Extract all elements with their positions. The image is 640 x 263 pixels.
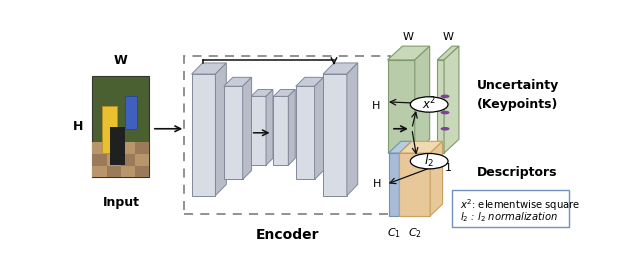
Polygon shape bbox=[224, 77, 252, 86]
FancyBboxPatch shape bbox=[452, 190, 568, 227]
Polygon shape bbox=[399, 153, 430, 216]
Polygon shape bbox=[296, 77, 324, 86]
Text: H: H bbox=[424, 102, 432, 112]
Polygon shape bbox=[273, 89, 295, 96]
Polygon shape bbox=[92, 165, 107, 177]
Polygon shape bbox=[107, 165, 121, 177]
Text: W: W bbox=[403, 32, 414, 42]
Text: $x^2$: elementwise square: $x^2$: elementwise square bbox=[460, 198, 581, 213]
Text: Input: Input bbox=[102, 196, 140, 209]
Text: H: H bbox=[73, 120, 83, 133]
Text: $l_2$ : $l_2$ normalization: $l_2$ : $l_2$ normalization bbox=[460, 210, 558, 224]
Text: (Keypoints): (Keypoints) bbox=[477, 98, 558, 111]
Text: 1: 1 bbox=[445, 163, 452, 173]
Polygon shape bbox=[399, 141, 412, 216]
Polygon shape bbox=[399, 141, 443, 153]
Polygon shape bbox=[135, 142, 150, 154]
Polygon shape bbox=[415, 46, 429, 153]
Polygon shape bbox=[347, 63, 358, 196]
Polygon shape bbox=[135, 165, 150, 177]
Polygon shape bbox=[430, 141, 443, 216]
Polygon shape bbox=[388, 141, 412, 153]
Polygon shape bbox=[92, 142, 107, 154]
Text: W: W bbox=[442, 32, 454, 42]
Polygon shape bbox=[251, 96, 266, 165]
Polygon shape bbox=[296, 86, 315, 179]
Text: H: H bbox=[372, 102, 380, 112]
Text: Encoder: Encoder bbox=[255, 228, 319, 242]
Text: $C_1$: $C_1$ bbox=[387, 226, 401, 240]
Polygon shape bbox=[444, 46, 459, 153]
Circle shape bbox=[440, 94, 449, 98]
Polygon shape bbox=[216, 63, 227, 196]
Text: $x^2$: $x^2$ bbox=[422, 96, 436, 113]
Polygon shape bbox=[243, 77, 252, 179]
Polygon shape bbox=[92, 154, 107, 165]
Polygon shape bbox=[191, 63, 227, 74]
Polygon shape bbox=[437, 46, 459, 60]
Polygon shape bbox=[251, 89, 273, 96]
Polygon shape bbox=[125, 96, 137, 129]
Polygon shape bbox=[110, 127, 125, 165]
Polygon shape bbox=[107, 154, 121, 165]
Polygon shape bbox=[273, 96, 289, 165]
Polygon shape bbox=[121, 154, 135, 165]
Polygon shape bbox=[323, 74, 347, 196]
Text: W: W bbox=[404, 127, 415, 137]
Polygon shape bbox=[102, 107, 117, 153]
Circle shape bbox=[410, 154, 448, 169]
Polygon shape bbox=[135, 154, 150, 165]
Polygon shape bbox=[289, 89, 295, 165]
Polygon shape bbox=[121, 165, 135, 177]
Circle shape bbox=[440, 111, 449, 114]
Text: Uncertainty: Uncertainty bbox=[477, 79, 559, 92]
Polygon shape bbox=[437, 60, 444, 153]
Polygon shape bbox=[266, 89, 273, 165]
Text: C: C bbox=[397, 163, 405, 173]
Polygon shape bbox=[388, 46, 429, 60]
Text: Descriptors: Descriptors bbox=[477, 166, 557, 179]
Polygon shape bbox=[121, 142, 135, 154]
Polygon shape bbox=[92, 76, 150, 177]
Circle shape bbox=[440, 127, 449, 131]
Polygon shape bbox=[388, 153, 399, 216]
Text: $l_2$: $l_2$ bbox=[424, 153, 434, 169]
Polygon shape bbox=[315, 77, 324, 179]
Text: $C_2$: $C_2$ bbox=[408, 226, 422, 240]
Circle shape bbox=[410, 97, 448, 112]
Text: W: W bbox=[114, 54, 128, 67]
Polygon shape bbox=[388, 60, 415, 153]
Polygon shape bbox=[191, 74, 216, 196]
Text: H: H bbox=[372, 179, 381, 189]
Polygon shape bbox=[323, 63, 358, 74]
Polygon shape bbox=[107, 142, 121, 154]
Polygon shape bbox=[224, 86, 243, 179]
